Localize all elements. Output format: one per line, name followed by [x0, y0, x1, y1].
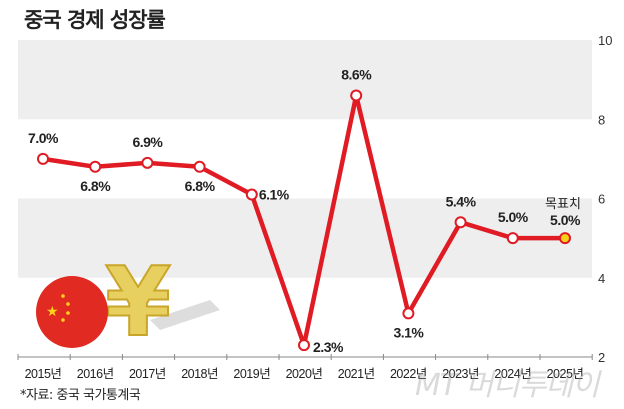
- y-tick-label: 10: [598, 33, 612, 48]
- watermark-logo: MT 머니투데이: [415, 368, 600, 403]
- x-tick-label: 2020년: [286, 367, 323, 381]
- data-point: [559, 232, 571, 245]
- data-label: 6.9%: [132, 134, 163, 150]
- data-label: 7.0%: [28, 130, 59, 146]
- flag-star-icon: [66, 302, 70, 306]
- data-point: [245, 188, 258, 201]
- data-label: 6.8%: [185, 178, 216, 194]
- data-point: [89, 160, 102, 173]
- data-label: 6.8%: [80, 178, 111, 194]
- flag-star-icon: [66, 311, 70, 315]
- grid-band: [18, 198, 592, 278]
- data-point: [402, 307, 415, 320]
- y-tick-label: 8: [598, 112, 605, 127]
- x-tick-label: 2016년: [77, 367, 114, 381]
- x-tick-label: 2019년: [233, 367, 270, 381]
- data-label: 5.0%: [550, 212, 581, 228]
- yuan-icon: ¥: [105, 248, 171, 358]
- target-annotation: 목표치: [545, 197, 581, 212]
- x-tick-label: 2025년: [547, 367, 584, 381]
- x-tick-label: 2022년: [390, 367, 427, 381]
- x-tick-label: 2023년: [442, 367, 479, 381]
- data-point: [37, 152, 49, 165]
- flag-star-icon: ★: [46, 304, 59, 320]
- x-tick-label: 2021년: [338, 367, 375, 381]
- grid-band: [18, 40, 592, 120]
- data-point: [506, 232, 519, 245]
- source-note: *자료: 중국 국가통계국: [20, 388, 141, 403]
- y-tick-label: 6: [598, 192, 605, 207]
- y-tick-label: 2: [598, 350, 605, 365]
- shadow-decoration: [150, 300, 220, 330]
- data-label: 8.6%: [341, 66, 372, 82]
- data-point: [193, 160, 206, 173]
- x-tick-label: 2017년: [129, 367, 166, 381]
- data-label: 3.1%: [393, 324, 424, 340]
- flag-star-icon: [61, 294, 65, 298]
- x-tick-label: 2018년: [181, 367, 218, 381]
- y-tick-label: 4: [598, 271, 605, 286]
- data-point: [350, 89, 363, 102]
- data-label: 5.4%: [446, 193, 477, 209]
- data-label: 5.0%: [498, 209, 529, 225]
- china-flag-icon: [36, 276, 108, 348]
- data-label: 6.1%: [259, 187, 290, 203]
- data-point: [298, 339, 310, 352]
- data-point: [454, 216, 467, 229]
- x-tick-label: 2015년: [25, 367, 62, 381]
- x-tick-label: 2024년: [494, 367, 531, 381]
- data-label: 2.3%: [313, 339, 344, 355]
- flag-star-icon: [61, 318, 65, 322]
- chart-title: 중국 경제 성장률: [24, 8, 166, 32]
- data-point: [141, 156, 154, 169]
